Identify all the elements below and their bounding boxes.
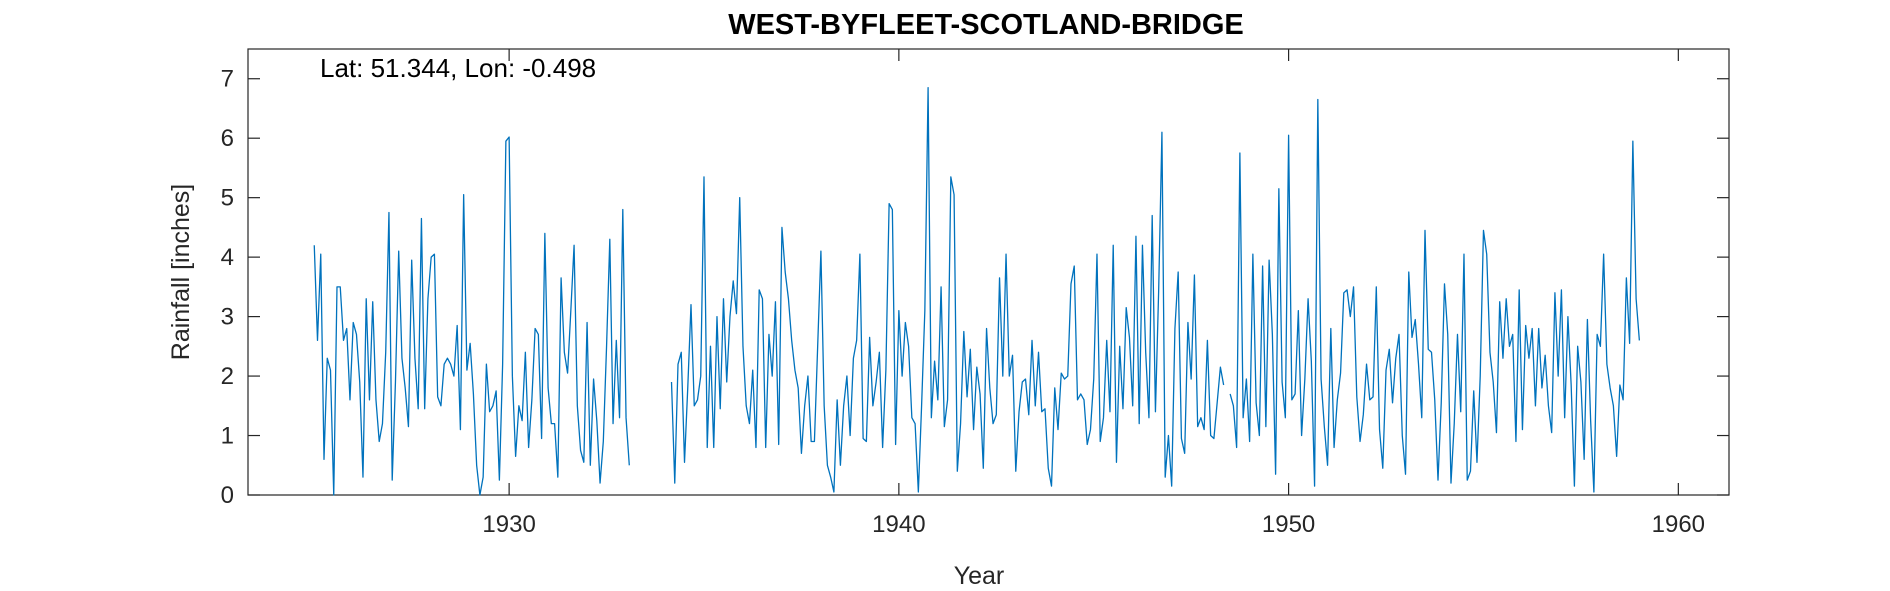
y-axis: 0 1 2 3 4 5 6 7 — [221, 66, 1729, 509]
x-tick-label: 1950 — [1262, 511, 1315, 538]
x-tick-label: 1940 — [872, 511, 925, 538]
x-axis-label: Year — [954, 562, 1005, 590]
y-tick-label: 1 — [221, 423, 234, 450]
y-tick-label: 5 — [221, 185, 234, 212]
x-tick-label: 1930 — [482, 511, 535, 538]
y-tick-label: 4 — [221, 244, 234, 271]
x-axis: 1930 1940 1950 1960 — [482, 49, 1705, 538]
location-annotation: Lat: 51.344, Lon: -0.498 — [320, 53, 596, 83]
y-tick-label: 7 — [221, 66, 234, 93]
y-tick-label: 3 — [221, 304, 234, 331]
y-tick-label: 2 — [221, 363, 234, 390]
y-tick-label: 0 — [221, 482, 234, 509]
y-axis-label: Rainfall [inches] — [167, 184, 195, 360]
rainfall-series-line — [313, 87, 1641, 496]
y-tick-label: 6 — [221, 125, 234, 152]
x-tick-label: 1960 — [1652, 511, 1705, 538]
plot-area — [247, 48, 1730, 496]
chart-title: WEST-BYFLEET-SCOTLAND-BRIDGE — [728, 9, 1244, 41]
